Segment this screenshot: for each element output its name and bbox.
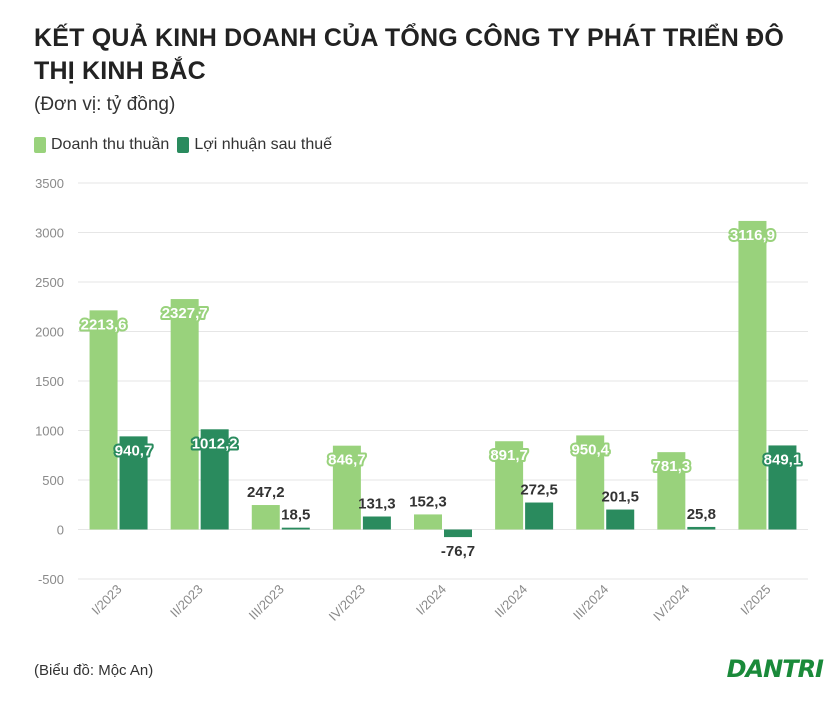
bar-chart: -500 0 500 1000 1500 2000 2500 3000 3500 2213,6 94… xyxy=(35,176,808,624)
revenue-bar xyxy=(89,310,118,530)
y-tick-label: 1000 xyxy=(35,424,64,439)
x-tick-label: II/2024 xyxy=(492,582,531,621)
chart-source: (Biểu đồ: Mộc An) xyxy=(34,662,154,679)
revenue-bar xyxy=(251,505,280,530)
profit-bar xyxy=(444,529,472,538)
profit-data-label: 201,5 xyxy=(601,489,639,506)
revenue-bar xyxy=(657,452,686,530)
revenue-data-label: 3116,9 xyxy=(730,227,775,244)
profit-bar xyxy=(119,436,148,530)
revenue-bar xyxy=(414,514,442,530)
x-tick-label: III/2023 xyxy=(246,582,287,623)
legend-swatch-revenue xyxy=(34,137,46,153)
profit-data-label: 131,3 xyxy=(358,496,396,513)
profit-bar xyxy=(606,509,635,530)
revenue-data-label: 247,2 xyxy=(247,484,285,501)
revenue-bar xyxy=(332,445,361,530)
y-tick-label: 2500 xyxy=(35,275,64,290)
x-tick-label: II/2023 xyxy=(167,582,206,621)
revenue-bar xyxy=(576,435,605,530)
chart-unit: (Đơn vị: tỷ đồng) xyxy=(34,94,176,115)
legend: Doanh thu thuần Lợi nhuận sau thuế xyxy=(34,136,340,154)
revenue-bar xyxy=(170,299,199,530)
legend-item-revenue: Doanh thu thuần xyxy=(34,136,169,154)
y-tick-label: 3000 xyxy=(35,226,64,241)
legend-label-revenue: Doanh thu thuần xyxy=(51,136,170,153)
revenue-data-label: 781,3 xyxy=(653,458,691,475)
profit-data-label: 18,5 xyxy=(281,507,310,524)
legend-swatch-profit xyxy=(177,137,190,153)
profit-bar xyxy=(768,445,797,530)
revenue-data-label: 2327,7 xyxy=(162,305,208,322)
x-tick-label: IV/2024 xyxy=(650,582,692,624)
chart-title: KẾT QUẢ KINH DOANH CỦA TỔNG CÔNG TY PHÁT… xyxy=(34,24,785,85)
profit-bar xyxy=(362,516,391,530)
x-tick-label: I/2024 xyxy=(413,582,449,618)
y-tick-label: 500 xyxy=(42,473,64,488)
x-tick-label: IV/2023 xyxy=(326,582,368,624)
revenue-data-label: 891,7 xyxy=(490,447,528,464)
legend-label-profit: Lợi nhuận sau thuế xyxy=(194,136,333,153)
profit-data-label: 25,8 xyxy=(687,506,716,523)
legend-item-profit: Lợi nhuận sau thuế xyxy=(177,136,332,154)
profit-bar xyxy=(281,527,310,530)
profit-bar xyxy=(200,429,229,530)
revenue-data-label: 2213,6 xyxy=(81,316,127,333)
brand-logo: DANTRI xyxy=(726,655,824,683)
revenue-bar xyxy=(495,441,524,530)
x-tick-label: I/2023 xyxy=(89,582,125,618)
profit-bar xyxy=(525,502,554,530)
revenue-data-label: 950,4 xyxy=(571,441,609,458)
x-tick-label: I/2025 xyxy=(737,582,773,618)
revenue-data-label: 152,3 xyxy=(409,493,447,510)
profit-data-label: 272,5 xyxy=(520,482,558,499)
y-tick-label: 0 xyxy=(57,523,64,538)
y-tick-label: -500 xyxy=(38,572,64,587)
y-tick-label: 3500 xyxy=(35,176,64,191)
profit-data-label: -76,7 xyxy=(441,543,475,560)
y-tick-label: 2000 xyxy=(35,325,64,340)
y-tick-label: 1500 xyxy=(35,374,64,389)
profit-data-label: 1012,2 xyxy=(192,435,238,452)
revenue-bar xyxy=(738,220,767,530)
profit-data-label: 849,1 xyxy=(764,451,802,468)
profit-data-label: 940,7 xyxy=(115,442,153,459)
profit-bar xyxy=(687,526,716,530)
revenue-data-label: 846,7 xyxy=(328,452,366,469)
x-tick-label: III/2024 xyxy=(570,582,611,623)
